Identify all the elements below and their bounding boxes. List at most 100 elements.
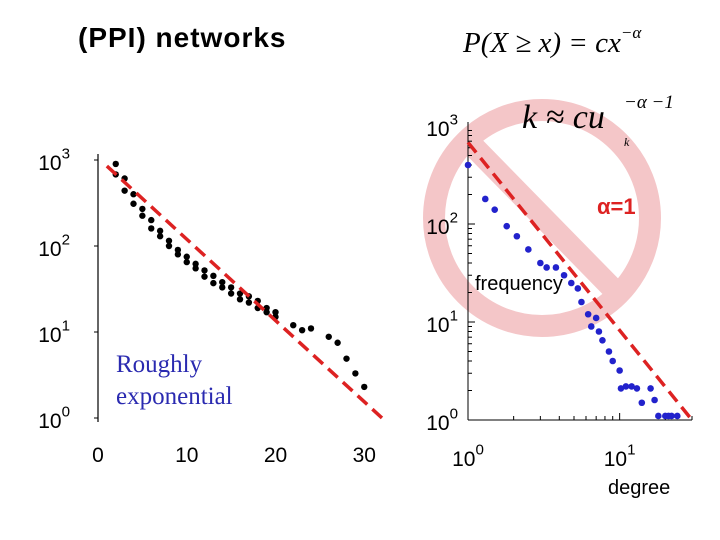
left-data-point — [201, 267, 208, 274]
left-chart: 100 101 102 103 0 10 20 30 — [38, 145, 384, 467]
right-data-point — [574, 285, 582, 292]
left-data-point — [298, 326, 306, 334]
right-data-point — [552, 264, 560, 271]
left-data-point — [290, 321, 297, 329]
left-data-point — [174, 251, 182, 258]
left-data-point — [165, 237, 173, 244]
right-data-point — [638, 399, 646, 407]
right-data-point — [633, 385, 641, 392]
left-xtick-label: 20 — [264, 444, 287, 467]
right-data-point — [568, 279, 575, 287]
left-data-point — [210, 272, 217, 280]
right-data-point — [543, 264, 550, 271]
left-data-point — [156, 227, 164, 235]
right-data-point — [481, 195, 489, 203]
left-fit-line-group — [105, 164, 384, 420]
left-data-point — [183, 258, 190, 266]
ban-ring — [423, 99, 661, 337]
right-data-point — [605, 348, 613, 355]
right-data-point — [616, 367, 623, 374]
right-data-point — [491, 206, 499, 213]
left-xtick-label: 0 — [92, 444, 104, 467]
right-data-point — [609, 357, 617, 365]
right-ytick-label: 101 — [426, 307, 458, 337]
right-ylabel: frequency — [475, 273, 563, 295]
left-fit-line — [105, 164, 384, 420]
right-ytick-label: 103 — [426, 111, 458, 141]
left-ytick-label: 101 — [38, 317, 70, 347]
left-data-point — [139, 212, 146, 219]
formula-k-lhs: k ≈ cu — [522, 99, 605, 136]
slide-title: (PPI) networks — [78, 22, 287, 53]
left-xtick-label: 10 — [175, 444, 198, 467]
right-data-point — [647, 385, 654, 392]
right-data-point — [628, 383, 635, 390]
right-points — [464, 161, 681, 420]
left-data-point — [334, 339, 341, 346]
left-data-point — [343, 355, 350, 362]
left-data-point — [121, 187, 128, 194]
left-tick-labels: 100 101 102 103 0 10 20 30 — [38, 145, 376, 467]
left-xtick-label: 30 — [353, 444, 376, 467]
left-data-point — [156, 233, 164, 240]
right-data-point — [617, 385, 625, 392]
right-data-point — [503, 222, 511, 230]
right-xtick-label: 101 — [604, 441, 636, 471]
left-data-point — [219, 284, 226, 291]
right-tick-labels: 100 101 102 103 100 101 — [426, 111, 635, 471]
formula-main-exponent: −α — [621, 23, 642, 42]
right-data-point — [668, 412, 675, 420]
left-data-point — [192, 265, 199, 272]
left-data-point — [219, 278, 226, 286]
right-data-point — [587, 323, 595, 330]
left-data-point — [245, 299, 253, 306]
formula-main: P(X ≥ x) = cx−α — [462, 23, 642, 59]
left-data-point — [227, 284, 235, 291]
left-data-point — [130, 200, 137, 207]
left-data-point — [272, 308, 279, 316]
left-data-point — [236, 296, 244, 303]
right-xlabel: degree — [608, 477, 670, 499]
left-data-point — [174, 246, 182, 254]
right-xtick-label: 100 — [452, 441, 484, 471]
left-data-point — [352, 370, 359, 377]
exponential-label: Roughly exponential — [116, 351, 233, 410]
right-data-point — [595, 328, 603, 335]
left-data-point — [183, 253, 190, 260]
left-data-point — [201, 273, 208, 280]
formula-k: k ≈ cu — [522, 99, 605, 136]
right-ytick-label: 102 — [426, 209, 458, 239]
left-data-point — [307, 325, 315, 332]
right-ytick-label: 100 — [426, 405, 458, 435]
left-data-point — [112, 160, 119, 168]
left-data-point — [130, 191, 137, 198]
formula-k-subscript: k — [624, 135, 630, 149]
right-data-point — [525, 246, 532, 253]
ban-bar — [465, 138, 622, 298]
right-chart: 100 101 102 103 100 101 frequency degree — [426, 111, 694, 499]
right-axes — [467, 122, 693, 421]
left-data-point — [227, 290, 235, 297]
exponential-label-line2: exponential — [116, 383, 233, 410]
right-data-point — [674, 412, 681, 420]
left-data-point — [236, 290, 244, 297]
right-data-point — [537, 259, 544, 267]
left-data-point — [361, 383, 368, 391]
exponential-label-line1: Roughly — [116, 351, 203, 378]
right-data-point — [655, 412, 662, 420]
right-data-point — [592, 314, 600, 322]
left-data-point — [263, 308, 270, 316]
left-data-point — [148, 216, 155, 224]
left-data-point — [148, 225, 155, 232]
right-data-point — [513, 232, 521, 240]
right-data-point — [584, 310, 592, 318]
left-ytick-label: 103 — [38, 145, 70, 175]
alpha-label: α=1 — [597, 194, 636, 219]
right-data-point — [651, 396, 658, 404]
right-data-point — [622, 383, 630, 390]
left-data-point — [139, 205, 146, 213]
left-axes — [94, 154, 99, 422]
right-data-point — [464, 161, 472, 169]
right-data-point — [560, 271, 568, 279]
